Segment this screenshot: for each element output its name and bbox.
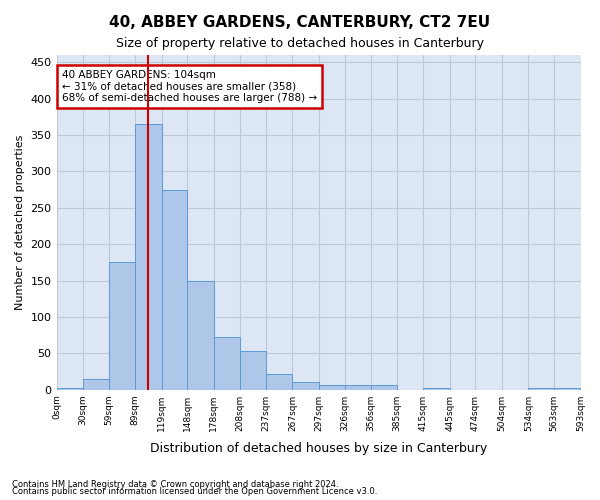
Text: 40, ABBEY GARDENS, CANTERBURY, CT2 7EU: 40, ABBEY GARDENS, CANTERBURY, CT2 7EU bbox=[109, 15, 491, 30]
Text: 40 ABBEY GARDENS: 104sqm
← 31% of detached houses are smaller (358)
68% of semi-: 40 ABBEY GARDENS: 104sqm ← 31% of detach… bbox=[62, 70, 317, 103]
Y-axis label: Number of detached properties: Number of detached properties bbox=[15, 134, 25, 310]
Bar bbox=[56, 388, 83, 390]
Bar bbox=[109, 262, 135, 390]
Bar bbox=[529, 388, 554, 390]
X-axis label: Distribution of detached houses by size in Canterbury: Distribution of detached houses by size … bbox=[150, 442, 487, 455]
Bar bbox=[161, 190, 187, 390]
Bar bbox=[83, 378, 109, 390]
Bar bbox=[135, 124, 161, 390]
Bar bbox=[319, 384, 344, 390]
Bar bbox=[423, 388, 450, 390]
Text: Contains HM Land Registry data © Crown copyright and database right 2024.: Contains HM Land Registry data © Crown c… bbox=[12, 480, 338, 489]
Bar bbox=[554, 388, 580, 390]
Bar bbox=[187, 280, 214, 390]
Bar bbox=[344, 384, 371, 390]
Text: Contains public sector information licensed under the Open Government Licence v3: Contains public sector information licen… bbox=[12, 487, 377, 496]
Bar bbox=[371, 384, 397, 390]
Bar bbox=[292, 382, 319, 390]
Text: Size of property relative to detached houses in Canterbury: Size of property relative to detached ho… bbox=[116, 38, 484, 51]
Bar bbox=[214, 338, 241, 390]
Bar bbox=[266, 374, 292, 390]
Bar bbox=[241, 351, 266, 390]
